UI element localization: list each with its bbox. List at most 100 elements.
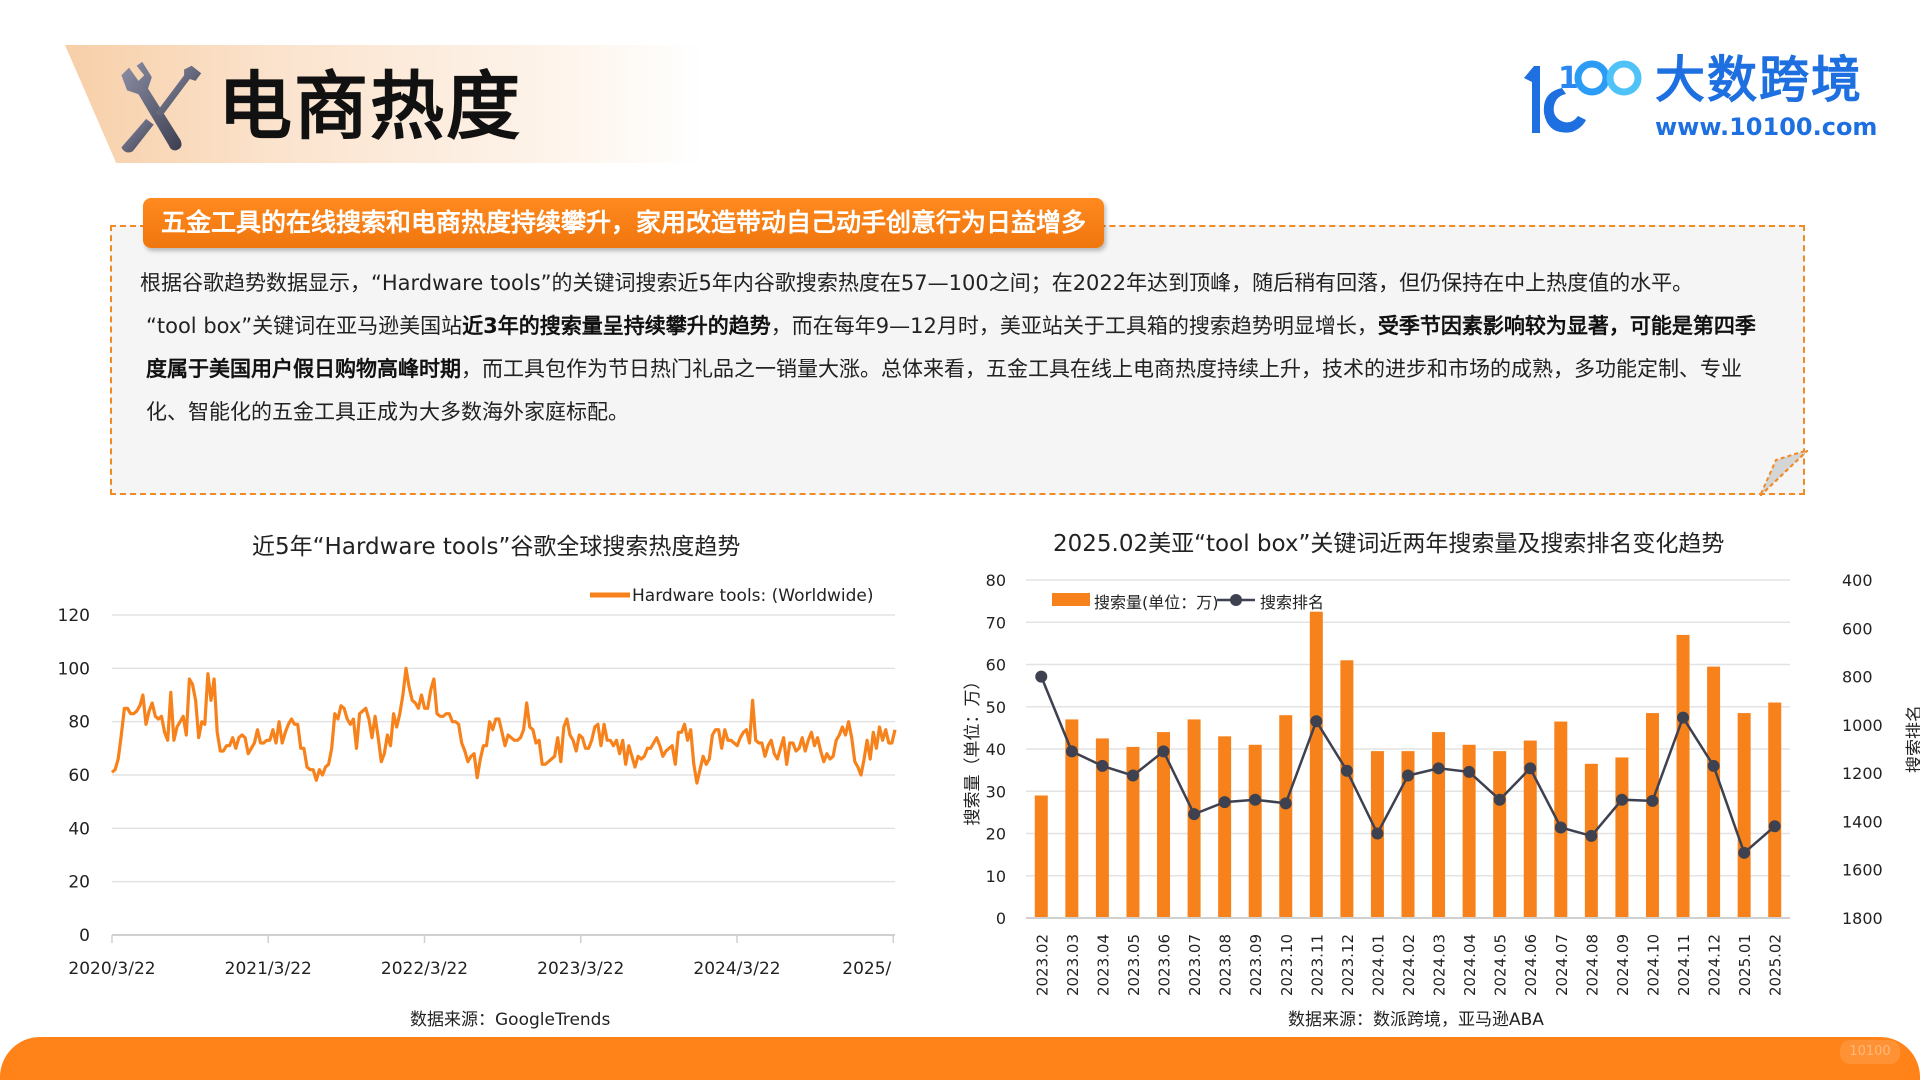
x-tick-label: 2023.05 — [1125, 934, 1143, 996]
x-tick-label: 2024/3/22 — [693, 959, 780, 979]
legend-marker — [1230, 594, 1242, 606]
rank-marker — [1157, 745, 1170, 758]
x-tick-label: 2023.06 — [1156, 934, 1174, 996]
logo-mark-icon: 1 — [1524, 60, 1642, 133]
x-tick-label: 2023.09 — [1247, 934, 1265, 996]
y-tick-label: 60 — [986, 656, 1006, 675]
y-tick-label: 60 — [68, 766, 90, 786]
y-tick-label: 80 — [68, 713, 90, 733]
x-tick-label: 2023.12 — [1339, 934, 1357, 996]
x-tick-label: 2023.07 — [1186, 934, 1204, 996]
rank-marker — [1310, 715, 1323, 728]
y-tick-label: 80 — [986, 571, 1006, 590]
x-tick-label: 2023.04 — [1094, 934, 1112, 996]
y2-tick-label: 1200 — [1842, 764, 1883, 783]
summary-text: 根据谷歌趋势数据显示，“Hardware tools”的关键词搜索近5年内谷歌搜… — [140, 262, 1760, 434]
x-tick-label: 2024.01 — [1369, 934, 1387, 996]
left-chart-title: 近5年“Hardware tools”谷歌全球搜索热度趋势 — [252, 534, 741, 560]
rank-marker — [1402, 769, 1414, 782]
rank-marker — [1065, 745, 1078, 758]
y-tick-label: 40 — [68, 819, 90, 839]
x-tick-label: 2024.07 — [1553, 934, 1571, 996]
x-tick-label: 2025.02 — [1767, 934, 1785, 996]
y2-tick-label: 800 — [1842, 668, 1873, 687]
x-tick-label: 2024.02 — [1400, 934, 1418, 996]
p2-bold-seasonal: 受季节因素影响较为显著，可能是第四季度属于美国用户假日购物高峰时期 — [146, 314, 1756, 381]
page-title: 电商热度 — [218, 64, 522, 150]
bar-search-volume — [1645, 713, 1659, 918]
rank-marker — [1493, 793, 1506, 806]
y-tick-label: 0 — [79, 926, 90, 946]
brand-logo: 1 大数跨境 www.10100.com — [1520, 50, 1877, 150]
y-tick-label: 50 — [986, 698, 1006, 717]
x-tick-label: 2022/3/22 — [381, 959, 468, 979]
x-tick-label: 2023.08 — [1217, 934, 1235, 996]
rank-marker — [1677, 711, 1690, 724]
bar-search-volume — [1615, 757, 1629, 918]
y-tick-label: 20 — [986, 825, 1006, 844]
footer-bar — [0, 1037, 1920, 1080]
x-tick-label: 2025.01 — [1736, 934, 1754, 996]
right-chart-title: 2025.02美亚“tool box”关键词近两年搜索量及搜索排名变化趋势 — [1053, 531, 1725, 557]
right-chart-source: 数据来源：数派跨境，亚马逊ABA — [1288, 1010, 1544, 1030]
y2-tick-label: 1600 — [1842, 861, 1883, 880]
bar-search-volume — [1768, 702, 1782, 918]
rank-marker — [1738, 846, 1751, 859]
rank-marker — [1585, 829, 1598, 842]
left-chart-source: 数据来源：GoogleTrends — [410, 1010, 611, 1030]
legend-label-volume: 搜索量(单位：万) — [1094, 593, 1219, 612]
x-tick-label: 2023.03 — [1064, 934, 1082, 996]
p2-text: ，而工具包作为节日热门礼品之一销量大涨。总体来看，五金工具在线上电商热度持续上升… — [146, 357, 1742, 424]
bar-search-volume — [1309, 611, 1323, 918]
headline-banner: 五金工具的在线搜索和电商热度持续攀升，家用改造带动自己动手创意行为日益增多 — [143, 198, 1105, 248]
x-tick-label: 2024.08 — [1583, 934, 1601, 996]
y-tick-label: 20 — [68, 873, 90, 893]
svg-text:1: 1 — [1558, 61, 1579, 96]
x-tick-label: 2023.02 — [1033, 934, 1051, 996]
google-trends-line-chart: 0 20 40 60 80 100 120 2020/3/22 2021/3/22 2022/3/… — [58, 586, 897, 979]
tools-icon — [121, 61, 202, 153]
bar-search-volume — [1707, 666, 1721, 918]
y-tick-label: 40 — [986, 740, 1006, 759]
p2-text: “tool box”关键词在亚马逊美国站 — [146, 314, 463, 338]
logo-name: 大数跨境 — [1655, 51, 1863, 109]
y2-axis-title: 搜索排名 — [1905, 705, 1920, 773]
bar-search-volume — [1676, 634, 1690, 918]
bar-search-volume — [1126, 746, 1140, 918]
x-tick-label: 2024.05 — [1492, 934, 1510, 996]
summary-paragraph-2: “tool box”关键词在亚马逊美国站近3年的搜索量呈持续攀升的趋势，而在每年… — [140, 305, 1760, 434]
x-tick-label: 2024.04 — [1461, 934, 1479, 996]
summary-box — [110, 225, 1805, 495]
legend-label: Hardware tools: (Worldwide) — [632, 586, 874, 606]
logo-url[interactable]: www.10100.com — [1655, 113, 1878, 141]
x-tick-label: 2025/ — [842, 959, 891, 979]
x-tick-label: 2020/3/22 — [68, 959, 155, 979]
x-tick-label: 2023.10 — [1278, 934, 1296, 996]
x-tick-label: 2024.09 — [1614, 934, 1632, 996]
bar-search-volume — [1340, 660, 1354, 918]
y2-tick-label: 1400 — [1842, 812, 1883, 831]
summary-paragraph-1: 根据谷歌趋势数据显示，“Hardware tools”的关键词搜索近5年内谷歌搜… — [140, 271, 1694, 295]
rank-marker — [1554, 821, 1567, 834]
x-tick-label: 2021/3/22 — [225, 959, 312, 979]
trend-line — [110, 666, 897, 785]
page-curl-decoration — [1760, 450, 1808, 496]
rank-marker — [1707, 759, 1720, 772]
legend-bar-swatch — [1052, 593, 1090, 606]
rank-marker — [1218, 796, 1231, 809]
bar-search-volume — [1034, 795, 1048, 918]
bar-search-volume — [1248, 744, 1262, 918]
x-tick-label: 2023.11 — [1308, 934, 1326, 996]
bar-search-volume — [1279, 715, 1293, 918]
bar-search-volume — [1462, 744, 1476, 918]
x-tick-label: 2024.11 — [1675, 934, 1693, 996]
x-tick-label: 2024.10 — [1644, 934, 1662, 996]
x-tick-label: 2023/3/22 — [537, 959, 624, 979]
x-tick-label: 2024.03 — [1431, 934, 1449, 996]
y2-tick-label: 400 — [1842, 571, 1873, 590]
rank-marker — [1524, 762, 1537, 775]
p2-bold-trend: 近3年的搜索量呈持续攀升的趋势 — [462, 314, 771, 338]
bar-search-volume — [1095, 738, 1109, 918]
rank-marker — [1646, 794, 1659, 807]
y2-tick-label: 600 — [1842, 619, 1873, 638]
